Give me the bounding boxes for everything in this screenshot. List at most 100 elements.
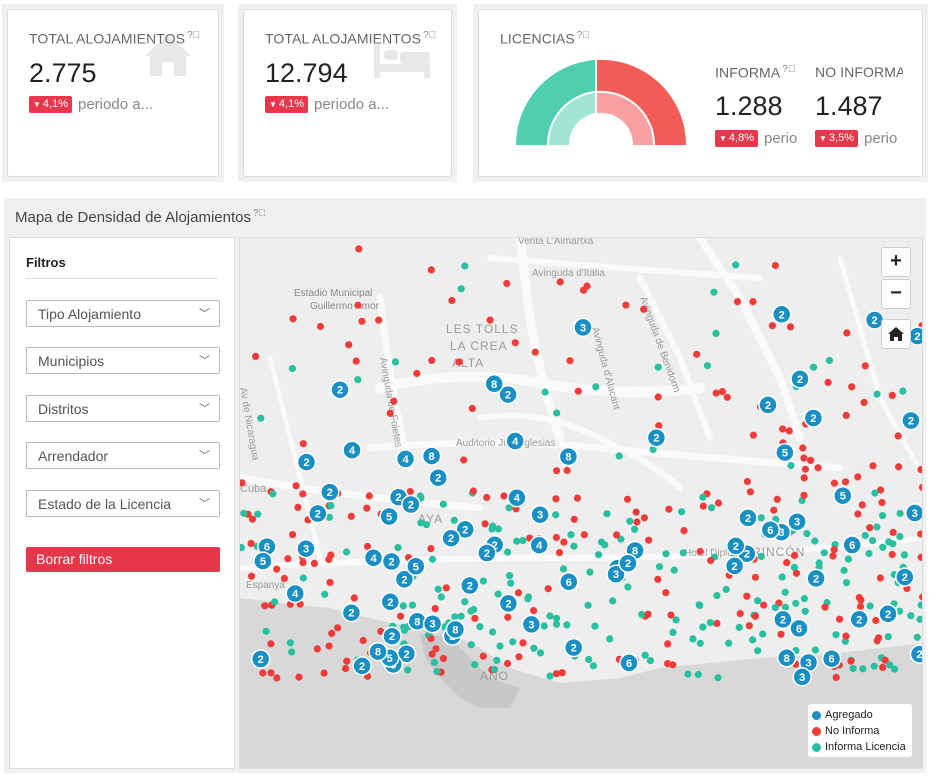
marker-no-informa[interactable] — [248, 572, 256, 580]
marker-no-informa[interactable] — [428, 650, 436, 658]
marker-informa[interactable] — [552, 511, 560, 519]
marker-informa[interactable] — [678, 508, 686, 516]
marker-informa[interactable] — [832, 631, 840, 639]
marker-cluster[interactable]: 2 — [320, 482, 340, 502]
marker-informa[interactable] — [624, 583, 632, 591]
marker-informa[interactable] — [631, 525, 639, 533]
marker-no-informa[interactable] — [345, 341, 353, 349]
marker-informa[interactable] — [861, 531, 869, 540]
marker-informa[interactable] — [536, 649, 545, 657]
marker-informa[interactable] — [601, 541, 609, 549]
marker-informa[interactable] — [844, 555, 853, 563]
marker-no-informa[interactable] — [644, 610, 652, 618]
marker-cluster[interactable]: 2 — [477, 543, 497, 563]
marker-no-informa[interactable] — [468, 404, 476, 413]
marker-no-informa[interactable] — [341, 664, 350, 673]
marker-informa[interactable] — [790, 563, 799, 571]
marker-informa[interactable] — [757, 514, 765, 522]
marker-cluster[interactable]: 8 — [776, 648, 797, 668]
marker-no-informa[interactable] — [427, 545, 435, 553]
marker-informa[interactable] — [513, 537, 521, 545]
marker-informa[interactable] — [404, 666, 412, 674]
marker-cluster[interactable]: 2 — [773, 609, 793, 630]
marker-cluster[interactable]: 4 — [395, 449, 416, 469]
marker-no-informa[interactable] — [350, 594, 358, 602]
marker-no-informa[interactable] — [566, 357, 574, 365]
marker-informa[interactable] — [584, 601, 592, 609]
marker-informa[interactable] — [240, 544, 245, 552]
help-icon[interactable]: ?⃝ — [187, 30, 201, 41]
marker-no-informa[interactable] — [289, 315, 297, 323]
marker-no-informa[interactable] — [654, 393, 662, 401]
marker-no-informa[interactable] — [284, 555, 292, 563]
marker-no-informa[interactable] — [377, 627, 385, 635]
marker-informa[interactable] — [684, 670, 692, 678]
marker-no-informa[interactable] — [847, 657, 855, 665]
marker-no-informa[interactable] — [413, 369, 421, 378]
marker-cluster[interactable]: 3 — [296, 538, 316, 559]
marker-cluster[interactable]: 8 — [445, 619, 466, 640]
marker-no-informa[interactable] — [829, 552, 837, 560]
marker-informa[interactable] — [662, 550, 670, 558]
marker-cluster[interactable]: 3 — [904, 503, 923, 523]
marker-informa[interactable] — [609, 597, 617, 605]
marker-no-informa[interactable] — [515, 653, 523, 661]
marker-no-informa[interactable] — [895, 463, 903, 471]
marker-no-informa[interactable] — [888, 550, 896, 559]
marker-no-informa[interactable] — [830, 479, 839, 487]
help-icon[interactable]: ?⃝ — [253, 208, 267, 219]
marker-no-informa[interactable] — [751, 573, 759, 581]
marker-no-informa[interactable] — [712, 389, 720, 397]
marker-informa[interactable] — [917, 601, 923, 609]
marker-no-informa[interactable] — [552, 670, 560, 678]
marker-cluster[interactable]: 6 — [821, 648, 842, 669]
marker-no-informa[interactable] — [514, 589, 523, 597]
marker-no-informa[interactable] — [707, 556, 715, 565]
marker-no-informa[interactable] — [406, 488, 414, 496]
marker-no-informa[interactable] — [888, 391, 896, 399]
marker-informa[interactable] — [896, 607, 904, 615]
marker-informa[interactable] — [489, 628, 497, 636]
marker-no-informa[interactable] — [665, 505, 673, 513]
marker-informa[interactable] — [873, 390, 881, 398]
marker-no-informa[interactable] — [860, 398, 868, 406]
marker-informa[interactable] — [884, 633, 892, 641]
marker-informa[interactable] — [792, 599, 800, 607]
marker-no-informa[interactable] — [563, 466, 571, 475]
marker-cluster[interactable]: 2 — [803, 408, 824, 428]
marker-no-informa[interactable] — [320, 669, 328, 677]
marker-no-informa[interactable] — [328, 629, 336, 637]
marker-no-informa[interactable] — [580, 531, 588, 539]
marker-informa[interactable] — [800, 595, 809, 603]
marker-no-informa[interactable] — [240, 479, 246, 487]
marker-no-informa[interactable] — [471, 614, 479, 622]
marker-no-informa[interactable] — [469, 487, 477, 495]
marker-informa[interactable] — [606, 635, 614, 643]
marker-cluster[interactable]: 8 — [484, 374, 504, 394]
marker-informa[interactable] — [567, 531, 575, 539]
marker-cluster[interactable]: 2 — [726, 536, 746, 556]
marker-no-informa[interactable] — [273, 565, 281, 573]
marker-no-informa[interactable] — [623, 495, 632, 503]
marker-informa[interactable] — [470, 605, 478, 614]
marker-informa[interactable] — [461, 262, 469, 270]
marker-cluster[interactable]: 3 — [606, 564, 626, 584]
marker-informa[interactable] — [842, 579, 851, 587]
density-map[interactable]: Venta L'Almartxa Avinguda d'Itàlia Estad… — [239, 237, 923, 769]
home-button[interactable] — [881, 319, 911, 349]
marker-informa[interactable] — [787, 462, 795, 470]
marker-informa[interactable] — [451, 613, 459, 621]
marker-no-informa[interactable] — [570, 515, 578, 523]
marker-informa[interactable] — [552, 614, 561, 622]
marker-cluster[interactable]: 5 — [775, 442, 795, 463]
marker-no-informa[interactable] — [917, 466, 923, 474]
marker-informa[interactable] — [394, 544, 402, 552]
marker-no-informa[interactable] — [777, 630, 785, 638]
marker-cluster[interactable]: 2 — [455, 519, 475, 540]
marker-informa[interactable] — [713, 592, 721, 600]
marker-informa[interactable] — [699, 623, 707, 631]
marker-informa[interactable] — [615, 452, 623, 460]
marker-informa[interactable] — [479, 577, 487, 585]
marker-informa[interactable] — [450, 516, 458, 524]
marker-no-informa[interactable] — [427, 634, 435, 643]
